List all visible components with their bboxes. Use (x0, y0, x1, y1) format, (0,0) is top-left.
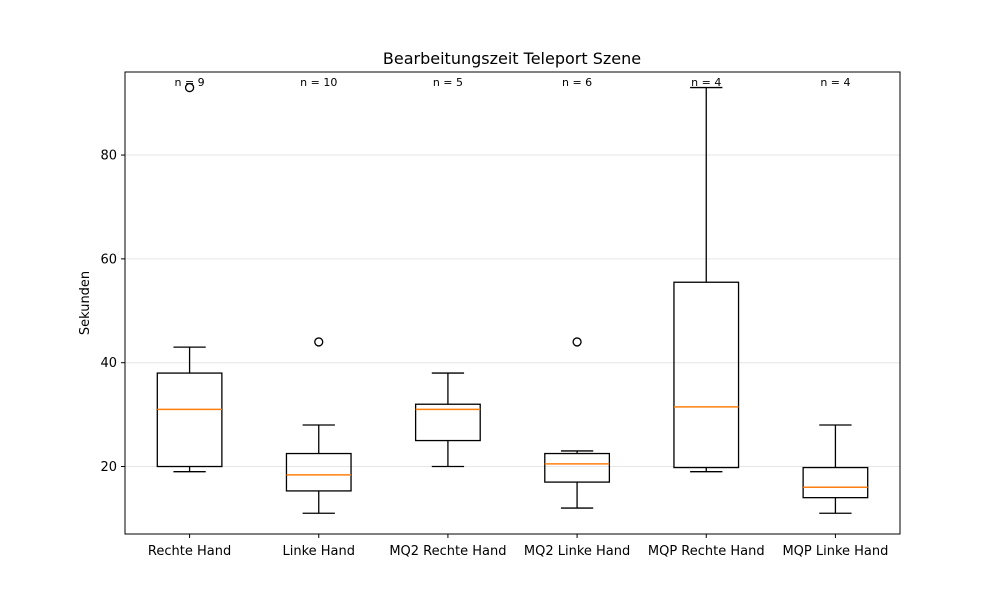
box-group (802, 424, 869, 514)
outlier-point (184, 82, 195, 93)
sample-count-label: n = 9 (174, 76, 204, 89)
y-tick-label: 40 (100, 356, 117, 371)
sample-count-label: n = 6 (562, 76, 592, 89)
iqr-box (673, 281, 740, 469)
box-group (673, 86, 740, 473)
outlier-point (572, 337, 582, 347)
iqr-box (414, 403, 481, 442)
iqr-box (802, 466, 869, 499)
sample-count-label: n = 4 (820, 76, 850, 89)
plot-area: n = 9 n = 10 n = 5 n = 6 n = 4 n = 4 (156, 76, 869, 514)
x-tick-label: MQP Linke Hand (782, 544, 888, 559)
grid-lines (125, 154, 900, 468)
axes: 20 40 60 80 Rechte Hand Linke Hand MQ2 Rechte … (100, 149, 888, 559)
sample-count-label: n = 10 (300, 76, 337, 89)
iqr-box (285, 452, 352, 492)
axes-frame (124, 71, 901, 535)
x-tick-label: Linke Hand (282, 544, 355, 559)
iqr-box (156, 372, 223, 468)
outlier-point (314, 337, 324, 347)
x-tick-label: Rechte Hand (148, 544, 231, 559)
x-tick-label: MQP Rechte Hand (648, 544, 765, 559)
box-group (156, 82, 223, 473)
sample-count-label: n = 4 (691, 76, 721, 89)
y-tick-label: 80 (100, 149, 117, 164)
box-group (414, 372, 481, 468)
y-axis-label: Sekunden (78, 271, 93, 335)
x-tick-label: MQ2 Rechte Hand (389, 544, 506, 559)
chart-title: Bearbeitungszeit Teleport Szene (383, 49, 641, 68)
box-group (285, 337, 352, 514)
iqr-box (544, 452, 611, 483)
box-group (544, 337, 611, 509)
x-tick-label: MQ2 Linke Hand (524, 544, 630, 559)
sample-count-label: n = 5 (433, 76, 463, 89)
y-tick-label: 60 (100, 252, 117, 267)
y-tick-label: 20 (100, 460, 117, 475)
